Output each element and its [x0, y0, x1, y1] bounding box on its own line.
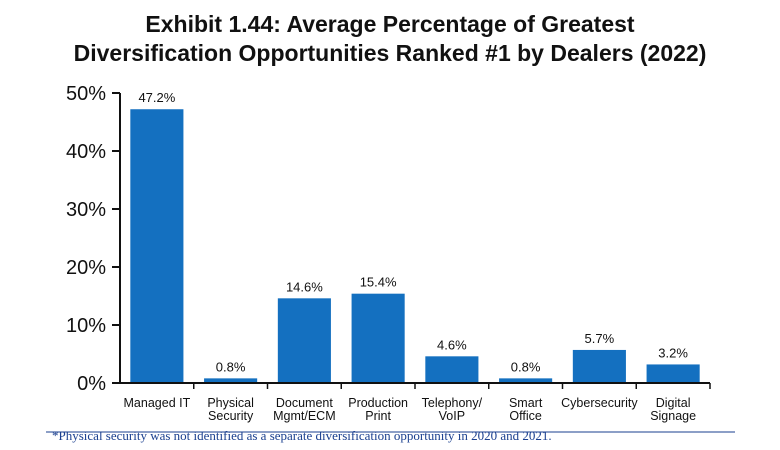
x-tick-label-line: Cybersecurity — [561, 396, 638, 410]
x-tick-label-line: Security — [208, 409, 254, 423]
x-axis: Managed IT Physical Security Document Mgmt/E… — [120, 382, 711, 423]
x-tick-label: Document Mgmt/ECM — [273, 396, 336, 423]
y-tick-label: 40% — [66, 141, 106, 163]
x-tick-label-line: Document — [276, 396, 333, 410]
bar-value-label: 15.4% — [360, 275, 397, 290]
x-tick-label-line: Print — [365, 409, 391, 423]
x-tick-label: Managed IT — [124, 396, 191, 410]
x-tick-label: Digital Signage — [650, 396, 696, 423]
chart-title-line-2: Diversification Opportunities Ranked #1 … — [73, 40, 707, 66]
y-tick-label: 10% — [66, 315, 106, 337]
bar-value-label: 0.8% — [511, 359, 541, 374]
x-tick-label-line: Mgmt/ECM — [273, 409, 336, 423]
bar-value-label: 0.8% — [216, 359, 246, 374]
x-tick-label: Physical Security — [207, 396, 254, 423]
x-tick-label: Cybersecurity — [561, 396, 638, 410]
bar — [646, 364, 700, 383]
bar — [572, 349, 626, 383]
x-tick-label-line: Physical — [207, 396, 254, 410]
x-tick-label: Smart Office — [509, 396, 543, 423]
chart-title-line-1: Exhibit 1.44: Average Percentage of Grea… — [145, 11, 635, 37]
x-tick-label-line: Telephony/ — [422, 396, 483, 410]
y-axis: 0% 10% 20% 30% 40% 50% — [66, 83, 121, 395]
bar — [130, 109, 184, 384]
value-labels: 47.2% 0.8% 14.6% 15.4% 4.6% 0.8% 5.7% 3.2% — [138, 90, 688, 374]
bar-value-label: 3.2% — [658, 345, 688, 360]
x-tick-label-line: Production — [348, 396, 408, 410]
y-tick-label: 30% — [66, 199, 106, 221]
y-tick-label: 50% — [66, 83, 106, 105]
bar-value-label: 5.7% — [585, 331, 615, 346]
bar — [499, 378, 553, 383]
x-tick-label-line: Managed IT — [124, 396, 191, 410]
bar — [351, 293, 405, 383]
x-tick-label-line: Digital — [656, 396, 691, 410]
x-tick-label-line: Signage — [650, 409, 696, 423]
x-tick-label: Production Print — [348, 396, 408, 423]
x-tick-label-line: Smart — [509, 396, 543, 410]
y-tick-label: 20% — [66, 257, 106, 279]
x-tick-label-line: Office — [509, 409, 541, 423]
bar — [204, 378, 258, 383]
x-tick-label: Telephony/VoIP — [422, 396, 483, 423]
bar-value-label: 4.6% — [437, 337, 467, 352]
bars — [130, 109, 700, 384]
bar-value-label: 47.2% — [138, 90, 175, 105]
footnote: *Physical security was not identified as… — [52, 428, 552, 443]
x-tick-label-line: VoIP — [439, 409, 465, 423]
bar — [277, 298, 331, 383]
bar — [425, 356, 479, 383]
bar-value-label: 14.6% — [286, 279, 323, 294]
chart-title: Exhibit 1.44: Average Percentage of Grea… — [0, 10, 780, 68]
y-tick-label: 0% — [77, 373, 106, 395]
